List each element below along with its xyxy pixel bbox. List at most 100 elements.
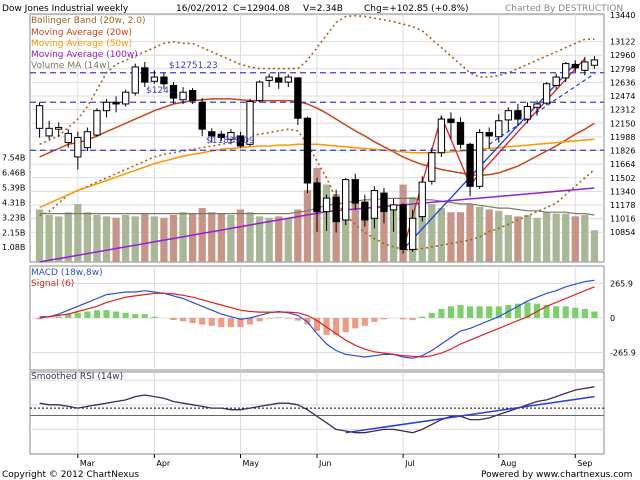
y-tick-label: 13122 [610,38,635,47]
candle-body [342,179,350,221]
volume-bar [466,203,474,262]
candle-body [227,132,235,140]
y-tick-label: 12798 [610,65,635,74]
candle-body [217,133,225,139]
candle-body [208,131,216,137]
macd-histogram-bar [313,318,321,331]
volume-bar [562,213,570,262]
macd-histogram-bar [352,318,359,329]
candle-body [370,190,379,219]
x-tick-label: Jul [404,459,415,468]
macd-histogram-bar [208,318,215,326]
macd-line [39,279,595,359]
volume-bar [55,216,63,262]
macd-histogram-bar [581,308,588,318]
legend-volume-ma: Volume MA (14w) [31,61,110,71]
volume-bar [456,212,465,262]
volume-bar [533,217,541,262]
macd-histogram-bar [285,318,292,319]
volume-bar [389,206,398,262]
candle-body [45,127,53,137]
candle-body [399,204,407,250]
volume-bar [428,203,436,262]
macd-histogram-bar [122,312,129,318]
macd-histogram-bar [361,318,368,326]
volume-bar [437,208,446,262]
candle-body [102,101,111,112]
candle-body [533,103,541,108]
macd-histogram-bar [438,308,445,318]
volume-tick-label: 4.31B [2,198,25,207]
candle-body [581,61,589,71]
candle-body [131,66,139,94]
chart-title: Dow Jones Industrial weekly [2,4,129,14]
volume-bar [141,213,149,262]
candle-body [361,201,369,221]
macd-histogram-bar [572,307,579,318]
legend-ma50: Moving Average (50w) [31,39,132,49]
level-label-3: $11829.09 [206,136,255,146]
legend-ma20: Moving Average (20w) [31,28,132,38]
volume-bar [485,209,493,262]
volume-bar [370,205,379,262]
candle-body [284,76,292,83]
candle-body [150,76,159,82]
candle-body [418,181,426,218]
candle-body [169,84,178,99]
candle-body [188,90,197,102]
volume-bar [275,216,283,262]
macd-histogram-bar [371,318,378,322]
candle-body [313,182,321,213]
macd-histogram-bar [103,310,110,318]
candle-body [141,67,149,83]
axes: 13440 13122 12960 12798 12636 12474 12312 12150… [2,11,636,468]
volume-bar [542,212,551,262]
volume-tick-label: 6.46B [2,169,25,178]
header-change: Chg=+102.85 (+0.8%) [364,4,469,14]
x-tick-label: Aug [501,459,517,468]
charted-by: Charted By DESTRUCTION [505,4,623,14]
volume-bar [504,214,512,262]
macd-histogram-bar [409,318,416,320]
macd-histogram-bar [246,318,254,325]
volume-bar [246,212,254,262]
level-label-2: $124... [146,86,178,96]
candle-body [246,100,254,145]
macd-histogram-bar [266,318,273,319]
series-line-3 [39,138,595,209]
macd-histogram-bar [342,318,349,333]
signal-title: Signal (6) [31,279,74,289]
y-tick-label: 11340 [610,187,635,196]
y-tick-label: 12960 [610,51,635,60]
candle-body [380,192,388,213]
macd-histogram-bar [141,314,148,318]
volume-bar [45,214,53,262]
copyright: Copyright © 2012 ChartNexus [2,470,139,480]
macd-histogram-bar [400,318,407,320]
volume-bar [495,210,503,262]
level-label-1: $12751.23 [169,61,218,71]
candle-body [428,152,436,182]
candle-body [255,81,264,102]
volume-bar [418,203,426,262]
volume-bar [303,190,312,262]
volume-bar [112,217,120,262]
series-line-1 [39,128,595,252]
macd-panel [36,279,598,359]
candle-body [35,105,44,129]
candle-body [332,196,340,223]
volume-bar [581,214,589,262]
trendline-blue-dashed [488,73,595,145]
x-tick-label: Jun [318,459,332,468]
candle-body [466,143,474,187]
y-tick-label: 13440 [610,11,635,20]
x-tick-label: Mar [80,459,96,468]
macd-histogram-bar [543,305,550,318]
x-tick-label: Sep [577,459,592,468]
candlesticks [35,56,599,254]
y-tick-label: 11664 [610,160,635,169]
volume-bar [571,216,579,262]
volume-bar [351,198,359,262]
candle-body [485,132,493,137]
